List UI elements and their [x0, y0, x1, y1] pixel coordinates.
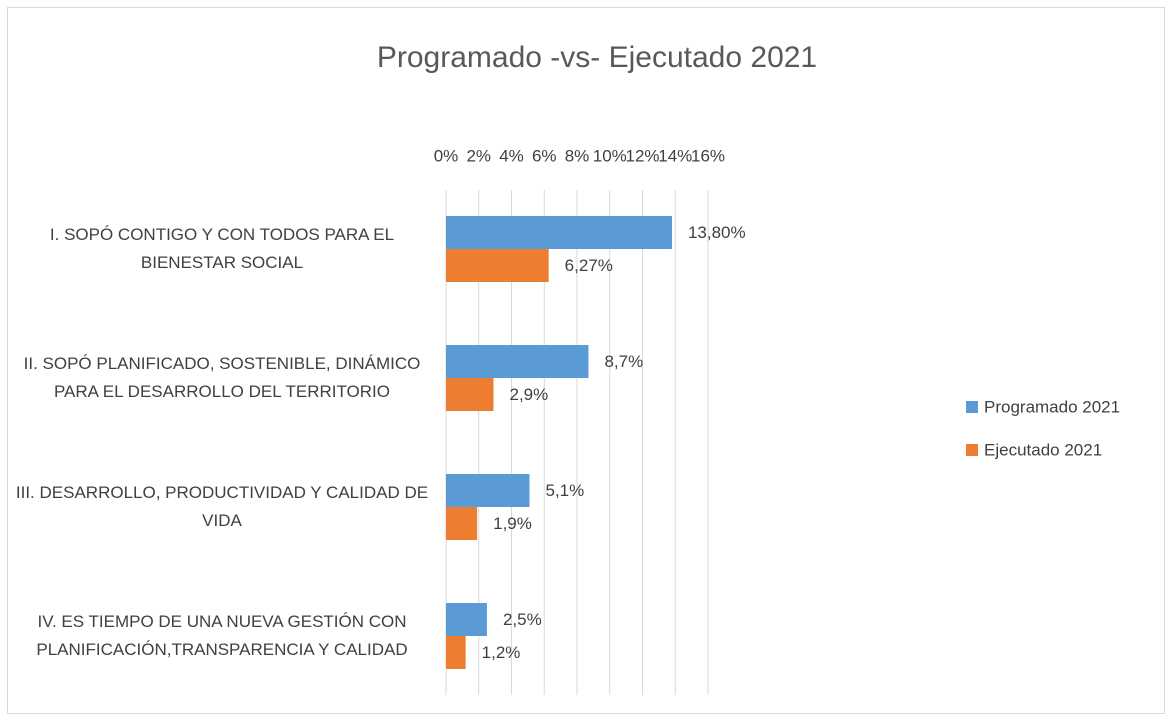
x-tick-label: 14% — [658, 146, 692, 165]
y-tick-label: IV. ES TIEMPO DE UNA NUEVA GESTIÓN CON P… — [36, 612, 408, 659]
x-tick-label: 4% — [499, 146, 524, 165]
legend-label: Programado 2021 — [984, 397, 1120, 416]
data-label: 2,9% — [509, 385, 548, 404]
data-label: 8,7% — [604, 352, 643, 371]
bar — [446, 216, 672, 249]
y-tick-label: II. SOPÓ PLANIFICADO, SOSTENIBLE, DINÁMI… — [23, 354, 421, 401]
bar — [446, 378, 494, 411]
x-tick-label: 0% — [434, 146, 459, 165]
data-label: 1,2% — [482, 643, 521, 662]
data-label: 13,80% — [688, 223, 746, 242]
bar — [446, 345, 589, 378]
legend-label: Ejecutado 2021 — [984, 440, 1102, 459]
legend-swatch — [966, 401, 978, 413]
legend-swatch — [966, 444, 978, 456]
y-tick-label: III. DESARROLLO, PRODUCTIVIDAD Y CALIDAD… — [15, 483, 429, 530]
bar — [446, 636, 466, 669]
x-tick-label: 8% — [565, 146, 590, 165]
data-label: 1,9% — [493, 514, 532, 533]
chart-title: Programado -vs- Ejecutado 2021 — [376, 41, 818, 74]
bar — [446, 507, 478, 540]
bar — [446, 249, 549, 282]
frame — [7, 7, 1165, 714]
x-tick-label: 6% — [532, 146, 557, 165]
bar — [446, 603, 487, 636]
x-tick-label: 2% — [466, 146, 491, 165]
data-label: 6,27% — [565, 256, 613, 275]
data-label: 5,1% — [546, 481, 585, 500]
x-tick-label: 12% — [625, 146, 659, 165]
x-tick-label: 10% — [593, 146, 627, 165]
x-tick-label: 16% — [691, 146, 725, 165]
bar — [446, 474, 530, 507]
y-tick-label: I. SOPÓ CONTIGO Y CON TODOS PARA EL BIEN… — [49, 225, 395, 272]
data-label: 2,5% — [503, 610, 542, 629]
